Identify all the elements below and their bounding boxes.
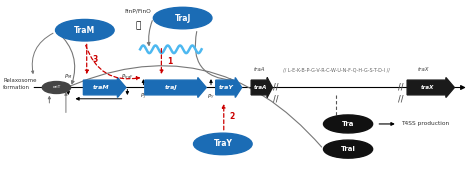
Ellipse shape: [42, 82, 71, 93]
Circle shape: [154, 7, 212, 29]
FancyArrow shape: [216, 78, 242, 97]
FancyArrow shape: [251, 78, 273, 97]
Text: 2: 2: [229, 112, 235, 121]
Text: // L-E-K-B-P-G-V-R-C-W-U-N-F-Q-H-G-S-T-D-I //: // L-E-K-B-P-G-V-R-C-W-U-N-F-Q-H-G-S-T-D…: [283, 68, 390, 73]
Text: traA: traA: [254, 85, 267, 90]
Text: traY: traY: [219, 85, 234, 90]
Text: //: //: [398, 82, 404, 91]
Circle shape: [323, 115, 373, 133]
Text: 🤖: 🤖: [135, 21, 140, 30]
Text: traA: traA: [254, 67, 265, 72]
FancyArrow shape: [145, 78, 206, 97]
Text: //: //: [273, 82, 279, 91]
Circle shape: [323, 140, 373, 158]
Text: traM: traM: [93, 85, 109, 90]
Text: oriT: oriT: [52, 86, 61, 89]
Text: TraJ: TraJ: [174, 13, 191, 23]
Text: TraI: TraI: [341, 146, 356, 152]
Text: TraM: TraM: [74, 26, 95, 35]
FancyArrow shape: [407, 78, 455, 97]
Text: 3: 3: [92, 55, 98, 64]
Text: FinP/FinO: FinP/FinO: [124, 9, 151, 14]
Text: //: //: [273, 94, 279, 103]
Text: Tra: Tra: [342, 121, 354, 127]
FancyArrow shape: [83, 78, 126, 97]
Text: traX: traX: [418, 67, 429, 72]
Circle shape: [193, 133, 252, 155]
Text: $P_{traF}$: $P_{traF}$: [121, 72, 134, 81]
Text: //: //: [398, 94, 404, 103]
Text: traX: traX: [420, 85, 434, 90]
Text: Relaxosome
formation: Relaxosome formation: [3, 78, 36, 90]
Text: $P_M$: $P_M$: [64, 72, 73, 81]
Text: traJ: traJ: [164, 85, 177, 90]
Text: TraY: TraY: [213, 139, 232, 148]
Text: 1: 1: [167, 57, 173, 66]
Text: T4SS production: T4SS production: [401, 121, 450, 127]
Text: $P_Y$: $P_Y$: [207, 93, 215, 101]
Circle shape: [55, 19, 114, 41]
Text: $P_J$: $P_J$: [140, 92, 146, 102]
